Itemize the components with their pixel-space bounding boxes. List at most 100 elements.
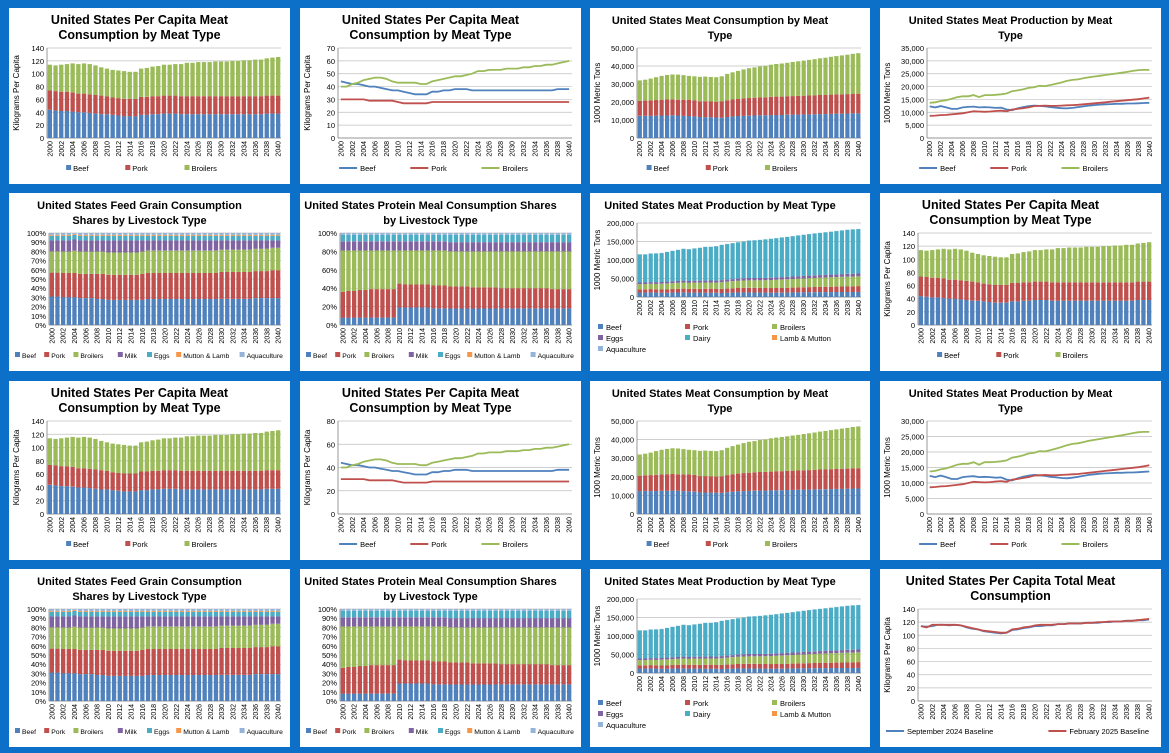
y-tick-label: 0 [630,293,634,302]
bar-beef [958,299,963,325]
bar-beef [111,675,117,701]
bar-aquaculture [561,609,566,611]
bar-beef [150,489,155,514]
legend-label-beef: Beef [940,540,956,549]
bar-eggs [823,274,828,278]
bar-beef [253,674,258,701]
x-tick-label: 2018 [1021,328,1028,344]
bar-beef [1084,300,1089,325]
bar-beef [127,491,132,514]
bar-pork [230,470,235,490]
bar-broilers [121,444,127,474]
y-tick-label: 0 [920,134,924,143]
bar-eggs [736,278,741,281]
bar-pork [391,665,396,694]
legend-swatch [598,346,603,351]
bar-broilers [654,659,659,666]
x-tick-label: 2032 [521,704,528,720]
bar-beef [93,488,98,514]
bar-milk [259,240,264,249]
x-tick-label: 2024 [1055,328,1062,344]
bar-broilers [161,64,167,96]
legend-swatch [685,711,690,716]
bar-aquaculture [89,233,94,235]
bar-pork [179,273,185,299]
legend-label-pork: Pork [1011,540,1027,549]
bar-pork [1135,281,1140,300]
x-tick-label: 2000 [927,141,934,157]
bar-broilers [156,439,161,471]
bar-pork [567,665,572,685]
bar-eggs [196,611,202,617]
bar-pork [670,289,675,293]
x-tick-label: 2036 [1124,704,1131,720]
y-tick-label: 90% [322,614,337,623]
bar-milk [442,241,447,251]
bar-pork [970,281,975,301]
bar-broilers [812,432,817,470]
bar-broilers [59,64,64,92]
bar-broilers [746,656,752,664]
bar-broilers [1089,246,1095,283]
bar-beef [157,299,162,325]
bar-beef [385,317,391,325]
bar-pork [823,286,828,293]
bar-beef [561,308,566,325]
bar-milk [140,616,145,628]
bar-dairy [828,607,834,651]
bar-pork [414,660,419,684]
bar-mutton-lamb [83,234,88,236]
bar-aquaculture [270,233,275,235]
bar-beef [190,489,195,514]
bar-pork [1141,281,1146,300]
bar-mutton-lamb [117,234,122,236]
y-tick-label: 40% [322,660,337,669]
bar-pork [752,472,757,491]
bar-mutton-lamb [162,610,168,612]
x-tick-label: 2006 [670,676,677,692]
bar-pork [1004,284,1009,303]
y-tick-label: 50% [322,651,337,660]
bar-aquaculture [94,609,100,611]
x-tick-label: 2004 [363,328,370,344]
x-tick-label: 2014 [420,328,427,344]
bar-beef [47,484,52,514]
bar-mutton-lamb [264,234,269,236]
x-tick-label: 2018 [736,141,743,157]
bar-beef [145,299,151,325]
bar-dairy [801,610,806,652]
bar-eggs [185,611,190,617]
bar-beef [196,114,201,138]
y-tick-label: 80 [36,83,44,92]
legend-swatch [772,711,777,716]
chart-title-line: United States Meat Production by Meat Ty… [604,576,835,588]
chart-panel-c11: United States Meat Consumption by Meat Ty… [590,381,870,560]
bar-eggs [431,234,436,242]
bar-mutton-lamb [134,610,139,612]
bar-broilers [1118,245,1123,283]
bar-aquaculture [123,233,128,235]
bar-broilers [521,251,527,289]
bar-broilers [703,658,708,665]
bar-pork [106,650,111,676]
bar-pork [686,99,691,117]
bar-aquaculture [196,609,202,611]
bar-aquaculture [83,233,88,235]
bar-pork [730,664,735,669]
bar-dairy [817,232,823,276]
bar-broilers [476,627,481,664]
bar-mutton-lamb [213,234,219,236]
bar-aquaculture [225,609,230,611]
bar-eggs [374,610,379,618]
y-tick-label: 50,000 [611,44,634,53]
bar-dairy [703,246,708,281]
bar-broilers [402,626,408,661]
bar-eggs [686,281,691,283]
bar-beef [768,490,773,514]
bar-milk [100,616,105,628]
bar-aquaculture [49,609,54,611]
x-tick-label: 2008 [964,328,971,344]
bar-broilers [730,446,735,475]
x-tick-label: 2010 [106,704,113,720]
bar-eggs [561,234,566,243]
